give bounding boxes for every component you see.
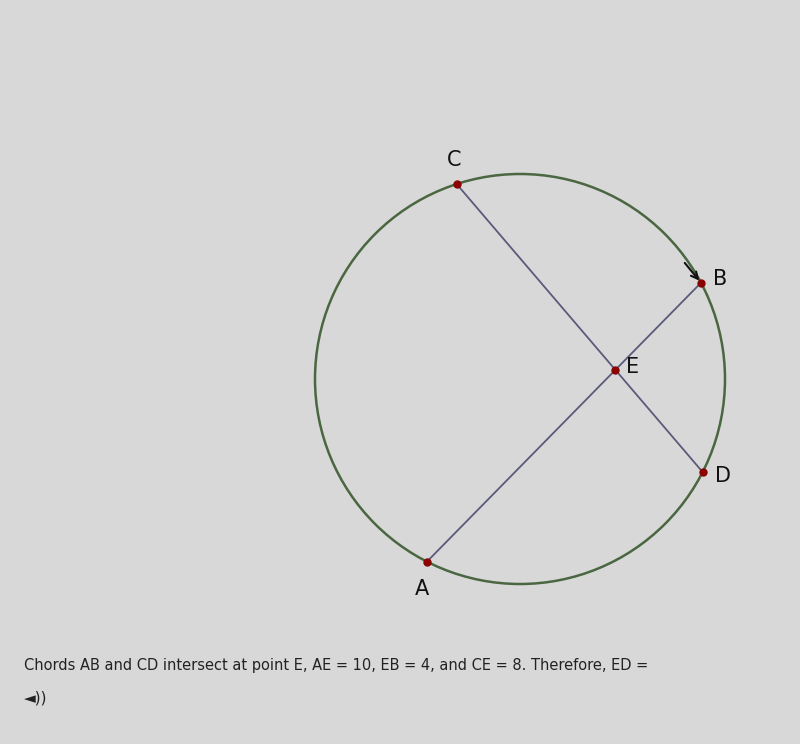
- Text: ◄)): ◄)): [24, 690, 47, 705]
- Text: Chords AB and CD intersect at point E, AE = 10, EB = 4, and CE = 8. Therefore, E: Chords AB and CD intersect at point E, A…: [24, 658, 648, 673]
- Text: A: A: [415, 579, 429, 599]
- Text: D: D: [714, 466, 730, 486]
- Text: E: E: [626, 357, 638, 377]
- Text: C: C: [446, 150, 461, 170]
- Text: B: B: [713, 269, 727, 289]
